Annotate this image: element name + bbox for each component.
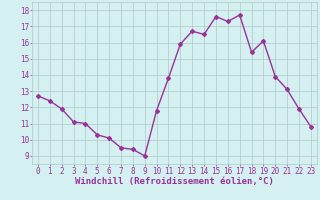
X-axis label: Windchill (Refroidissement éolien,°C): Windchill (Refroidissement éolien,°C): [75, 177, 274, 186]
